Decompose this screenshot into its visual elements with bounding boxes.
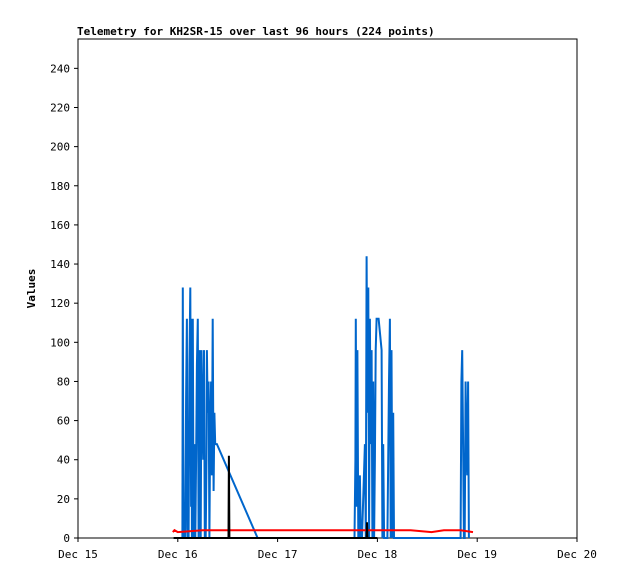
series-line-3 bbox=[173, 455, 378, 539]
x-axis: Dec 15 Dec 16 Dec 17 Dec 18 Dec 19 Dec 20 bbox=[58, 538, 597, 561]
y-tick-label: 0 bbox=[63, 532, 70, 545]
y-tick-label: 180 bbox=[50, 180, 70, 193]
y-tick-label: 40 bbox=[57, 454, 70, 467]
x-tick-label: Dec 18 bbox=[358, 548, 398, 561]
x-tick-label: Dec 19 bbox=[457, 548, 497, 561]
x-tick-label: Dec 17 bbox=[258, 548, 298, 561]
y-tick-label: 20 bbox=[57, 493, 70, 506]
y-tick-label: 220 bbox=[50, 101, 70, 114]
y-axis: 0 20 40 60 80 100 120 140 160 180 200 220 240 bbox=[50, 62, 78, 545]
y-tick-label: 80 bbox=[57, 375, 70, 388]
y-axis-label: Values bbox=[25, 269, 38, 309]
plot-area-frame bbox=[77, 38, 578, 539]
y-tick-label: 140 bbox=[50, 258, 70, 271]
y-tick-label: 120 bbox=[50, 297, 70, 310]
y-tick-label: 60 bbox=[57, 415, 70, 428]
x-tick-label: Dec 16 bbox=[158, 548, 198, 561]
y-tick-label: 200 bbox=[50, 141, 70, 154]
x-tick-label: Dec 20 bbox=[557, 548, 597, 561]
series-line-2 bbox=[172, 528, 474, 534]
y-tick-label: 100 bbox=[50, 336, 70, 349]
y-tick-label: 240 bbox=[50, 62, 70, 75]
series-line-1 bbox=[181, 256, 470, 539]
y-tick-label: 160 bbox=[50, 219, 70, 232]
chart-title: Telemetry for KH2SR-15 over last 96 hour… bbox=[77, 25, 435, 38]
series-layer bbox=[172, 256, 474, 539]
x-tick-label: Dec 15 bbox=[58, 548, 98, 561]
